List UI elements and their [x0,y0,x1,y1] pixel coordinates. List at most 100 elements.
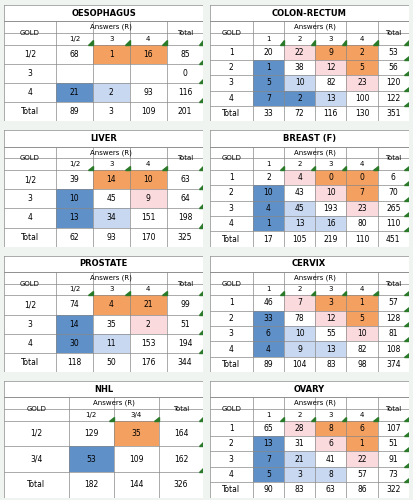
Text: 2: 2 [297,161,302,167]
Text: 3: 3 [109,286,114,292]
Text: 351: 351 [386,109,401,118]
Bar [253,60,284,76]
Polygon shape [404,56,409,60]
Text: 56: 56 [388,63,398,72]
Polygon shape [199,291,204,296]
Bar [347,420,377,436]
Text: 1/2: 1/2 [69,161,80,167]
Text: 116: 116 [178,88,192,97]
Text: 2: 2 [229,314,234,323]
Text: 14: 14 [107,175,116,184]
Text: Total: Total [21,358,39,367]
Text: 3: 3 [109,161,114,167]
Text: 21: 21 [143,300,153,310]
Text: OVARY: OVARY [294,385,325,394]
Polygon shape [199,224,204,228]
Text: 35: 35 [107,320,116,328]
Text: 21: 21 [70,88,79,97]
Text: 3: 3 [329,286,333,292]
Text: 1/2: 1/2 [85,412,97,418]
Bar [347,60,377,76]
Text: Answers (R): Answers (R) [294,400,336,406]
Text: 28: 28 [295,424,304,433]
Text: 2: 2 [229,63,234,72]
Bar [284,200,315,216]
Text: Total: Total [222,360,240,369]
Bar [4,256,204,272]
Polygon shape [404,212,409,216]
Text: 6: 6 [266,329,271,338]
Text: 21: 21 [295,454,304,464]
Text: 0: 0 [328,173,333,182]
Text: 1: 1 [360,439,364,448]
Polygon shape [162,40,166,44]
Text: 51: 51 [180,320,190,328]
Text: 10: 10 [357,329,367,338]
Bar [315,296,347,310]
Text: 93: 93 [107,232,116,241]
Text: 4: 4 [146,286,150,292]
Text: 5: 5 [360,314,365,323]
Text: Total: Total [222,109,240,118]
Text: 4: 4 [146,36,150,42]
Bar [209,22,409,122]
Text: 10: 10 [326,188,336,198]
Text: 116: 116 [324,109,338,118]
Text: 4: 4 [266,204,271,213]
Polygon shape [404,352,409,357]
Text: GOLD: GOLD [221,30,241,36]
Text: 86: 86 [357,486,367,494]
Polygon shape [280,291,284,296]
Bar [315,310,347,326]
Bar [114,420,159,446]
Polygon shape [404,228,409,232]
Bar [284,76,315,90]
Text: 12: 12 [326,314,336,323]
Bar [209,5,409,21]
Text: 33: 33 [263,109,273,118]
Text: 62: 62 [69,232,79,241]
Text: 107: 107 [386,424,401,433]
Bar [209,272,409,372]
Polygon shape [88,291,93,296]
Bar [130,296,166,314]
Bar [315,44,347,60]
Text: 3: 3 [28,69,33,78]
Bar [347,326,377,342]
Polygon shape [342,40,347,44]
Polygon shape [342,166,347,170]
Bar [130,189,166,208]
Text: 33: 33 [263,314,273,323]
Bar [253,90,284,106]
Text: Total: Total [385,406,401,412]
Bar [209,256,409,272]
Text: 3: 3 [297,470,302,479]
Bar [284,420,315,436]
Text: 22: 22 [295,48,304,56]
Text: 7: 7 [266,94,271,103]
Text: 1/2: 1/2 [24,175,36,184]
Text: 63: 63 [180,175,190,184]
Text: 3: 3 [329,412,333,418]
Text: 3: 3 [329,36,333,42]
Text: 13: 13 [263,439,273,448]
Text: Total: Total [177,156,193,162]
Bar [253,342,284,357]
Bar [347,310,377,326]
Text: 98: 98 [357,360,367,369]
Text: 16: 16 [143,50,153,58]
Text: 13: 13 [326,94,336,103]
Bar [4,381,204,398]
Text: Answers (R): Answers (R) [294,274,336,281]
Text: 3: 3 [109,108,114,116]
Text: 198: 198 [178,214,192,222]
Text: Total: Total [222,234,240,244]
Text: 201: 201 [178,108,192,116]
Text: 34: 34 [107,214,116,222]
Bar [253,467,284,482]
Text: 7: 7 [360,188,365,198]
Bar [315,467,347,482]
Polygon shape [404,40,409,44]
Bar [347,200,377,216]
Text: 0: 0 [360,173,365,182]
